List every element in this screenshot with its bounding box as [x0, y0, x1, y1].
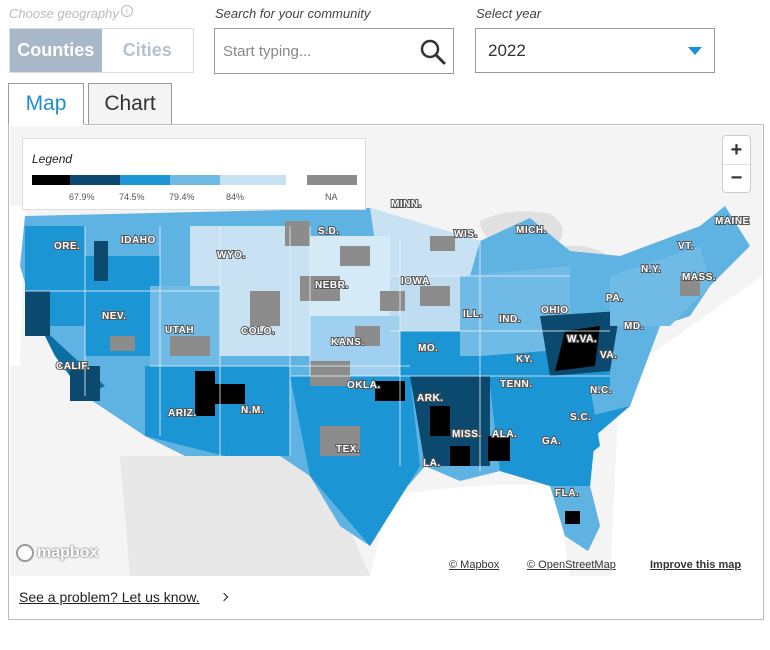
state-label: IDAHO — [121, 235, 156, 246]
map-canvas: MAINE N.Y. VT. MASS. PA. MD. VA. W.VA. O… — [10, 126, 762, 576]
state-label: TEX. — [336, 444, 360, 455]
info-icon[interactable]: i — [120, 5, 133, 17]
geography-label: Choose geography i — [9, 5, 133, 21]
state-label: KANS. — [331, 337, 365, 348]
state-label: N.C. — [590, 385, 612, 396]
search-input[interactable] — [223, 29, 413, 73]
year-select[interactable]: 2022 — [475, 28, 715, 73]
state-label: UTAH — [165, 325, 194, 336]
state-label: S.C. — [570, 412, 591, 423]
state-label: ALA. — [492, 429, 517, 440]
state-label: N.Y. — [641, 264, 661, 275]
state-label: ILL. — [463, 309, 483, 320]
state-label: MICH. — [516, 225, 547, 236]
state-label: MISS. — [452, 429, 482, 440]
zoom-out-button[interactable]: − — [723, 164, 750, 192]
legend-swatch — [220, 175, 286, 185]
state-label: MINN. — [391, 199, 422, 210]
legend-swatch — [120, 175, 170, 185]
legend-swatch — [70, 175, 120, 185]
legend-tick: 84% — [226, 192, 245, 202]
state-label: S.D. — [318, 226, 339, 237]
search-label: Search for your community — [215, 6, 371, 21]
tab-chart[interactable]: Chart — [88, 83, 172, 125]
map-panel: MAINE N.Y. VT. MASS. PA. MD. VA. W.VA. O… — [8, 124, 764, 620]
mapbox-logo[interactable]: mapbox — [16, 544, 98, 562]
state-label: CALIF. — [56, 361, 90, 372]
state-label: GA. — [542, 436, 561, 447]
osm-attribution-link[interactable]: © OpenStreetMap — [527, 559, 616, 571]
state-label: COLO. — [241, 326, 275, 337]
chevron-down-icon — [688, 47, 702, 55]
state-label: NEBR. — [315, 280, 349, 291]
zoom-in-button[interactable]: + — [730, 138, 743, 161]
state-label: VA. — [600, 350, 617, 361]
map-legend: Legend 67.9% 74.5% 79.4% 84% NA — [22, 138, 366, 210]
state-label: OKLA. — [347, 380, 381, 391]
improve-map-link[interactable]: Improve this map — [650, 559, 742, 571]
choropleth-map[interactable]: MAINE N.Y. VT. MASS. PA. MD. VA. W.VA. O… — [10, 126, 762, 576]
state-label: ARIZ. — [168, 408, 197, 419]
state-label: ARK. — [417, 393, 443, 404]
state-label: MD. — [624, 321, 644, 332]
mapbox-icon — [16, 544, 34, 562]
tab-map[interactable]: Map — [8, 83, 84, 125]
state-label: MASS. — [682, 272, 716, 283]
state-label: IOWA — [401, 276, 430, 287]
state-label: WYO. — [217, 250, 246, 261]
chevron-right-icon — [219, 592, 229, 602]
state-label: MO. — [418, 343, 438, 354]
state-label: PA. — [606, 293, 623, 304]
legend-swatch — [170, 175, 220, 185]
state-label: OHIO — [541, 305, 569, 316]
state-label: N.M. — [241, 405, 264, 416]
state-label: W.VA. — [567, 334, 597, 345]
legend-tick: 67.9% — [69, 192, 95, 202]
legend-title: Legend — [32, 152, 73, 166]
state-label: KY. — [516, 354, 533, 365]
state-label: MAINE — [715, 216, 750, 227]
legend-swatch — [32, 175, 70, 185]
legend-tick: 74.5% — [119, 192, 145, 202]
state-label: IND. — [499, 314, 521, 325]
legend-na-swatch — [307, 175, 357, 185]
search-icon[interactable] — [419, 38, 447, 66]
search-box — [214, 28, 454, 74]
state-label: FLA. — [555, 488, 579, 499]
legend-na-label: NA — [325, 192, 338, 202]
mapbox-attribution-link[interactable]: © Mapbox — [449, 559, 500, 571]
state-label: LA. — [423, 458, 441, 469]
legend-tick: 79.4% — [169, 192, 195, 202]
state-label: TENN. — [500, 379, 533, 390]
year-label: Select year — [476, 6, 542, 21]
cities-button[interactable]: Cities — [101, 29, 193, 72]
state-label: VT. — [678, 241, 694, 252]
state-label: ORE. — [54, 241, 80, 252]
geography-toggle: Counties Cities — [9, 28, 194, 73]
state-label: WIS. — [454, 229, 478, 240]
year-value: 2022 — [488, 41, 526, 60]
counties-button[interactable]: Counties — [10, 29, 102, 72]
zoom-control: + − — [722, 135, 751, 193]
report-problem-link[interactable]: See a problem? Let us know. — [19, 589, 200, 605]
state-label: NEV. — [102, 311, 126, 322]
